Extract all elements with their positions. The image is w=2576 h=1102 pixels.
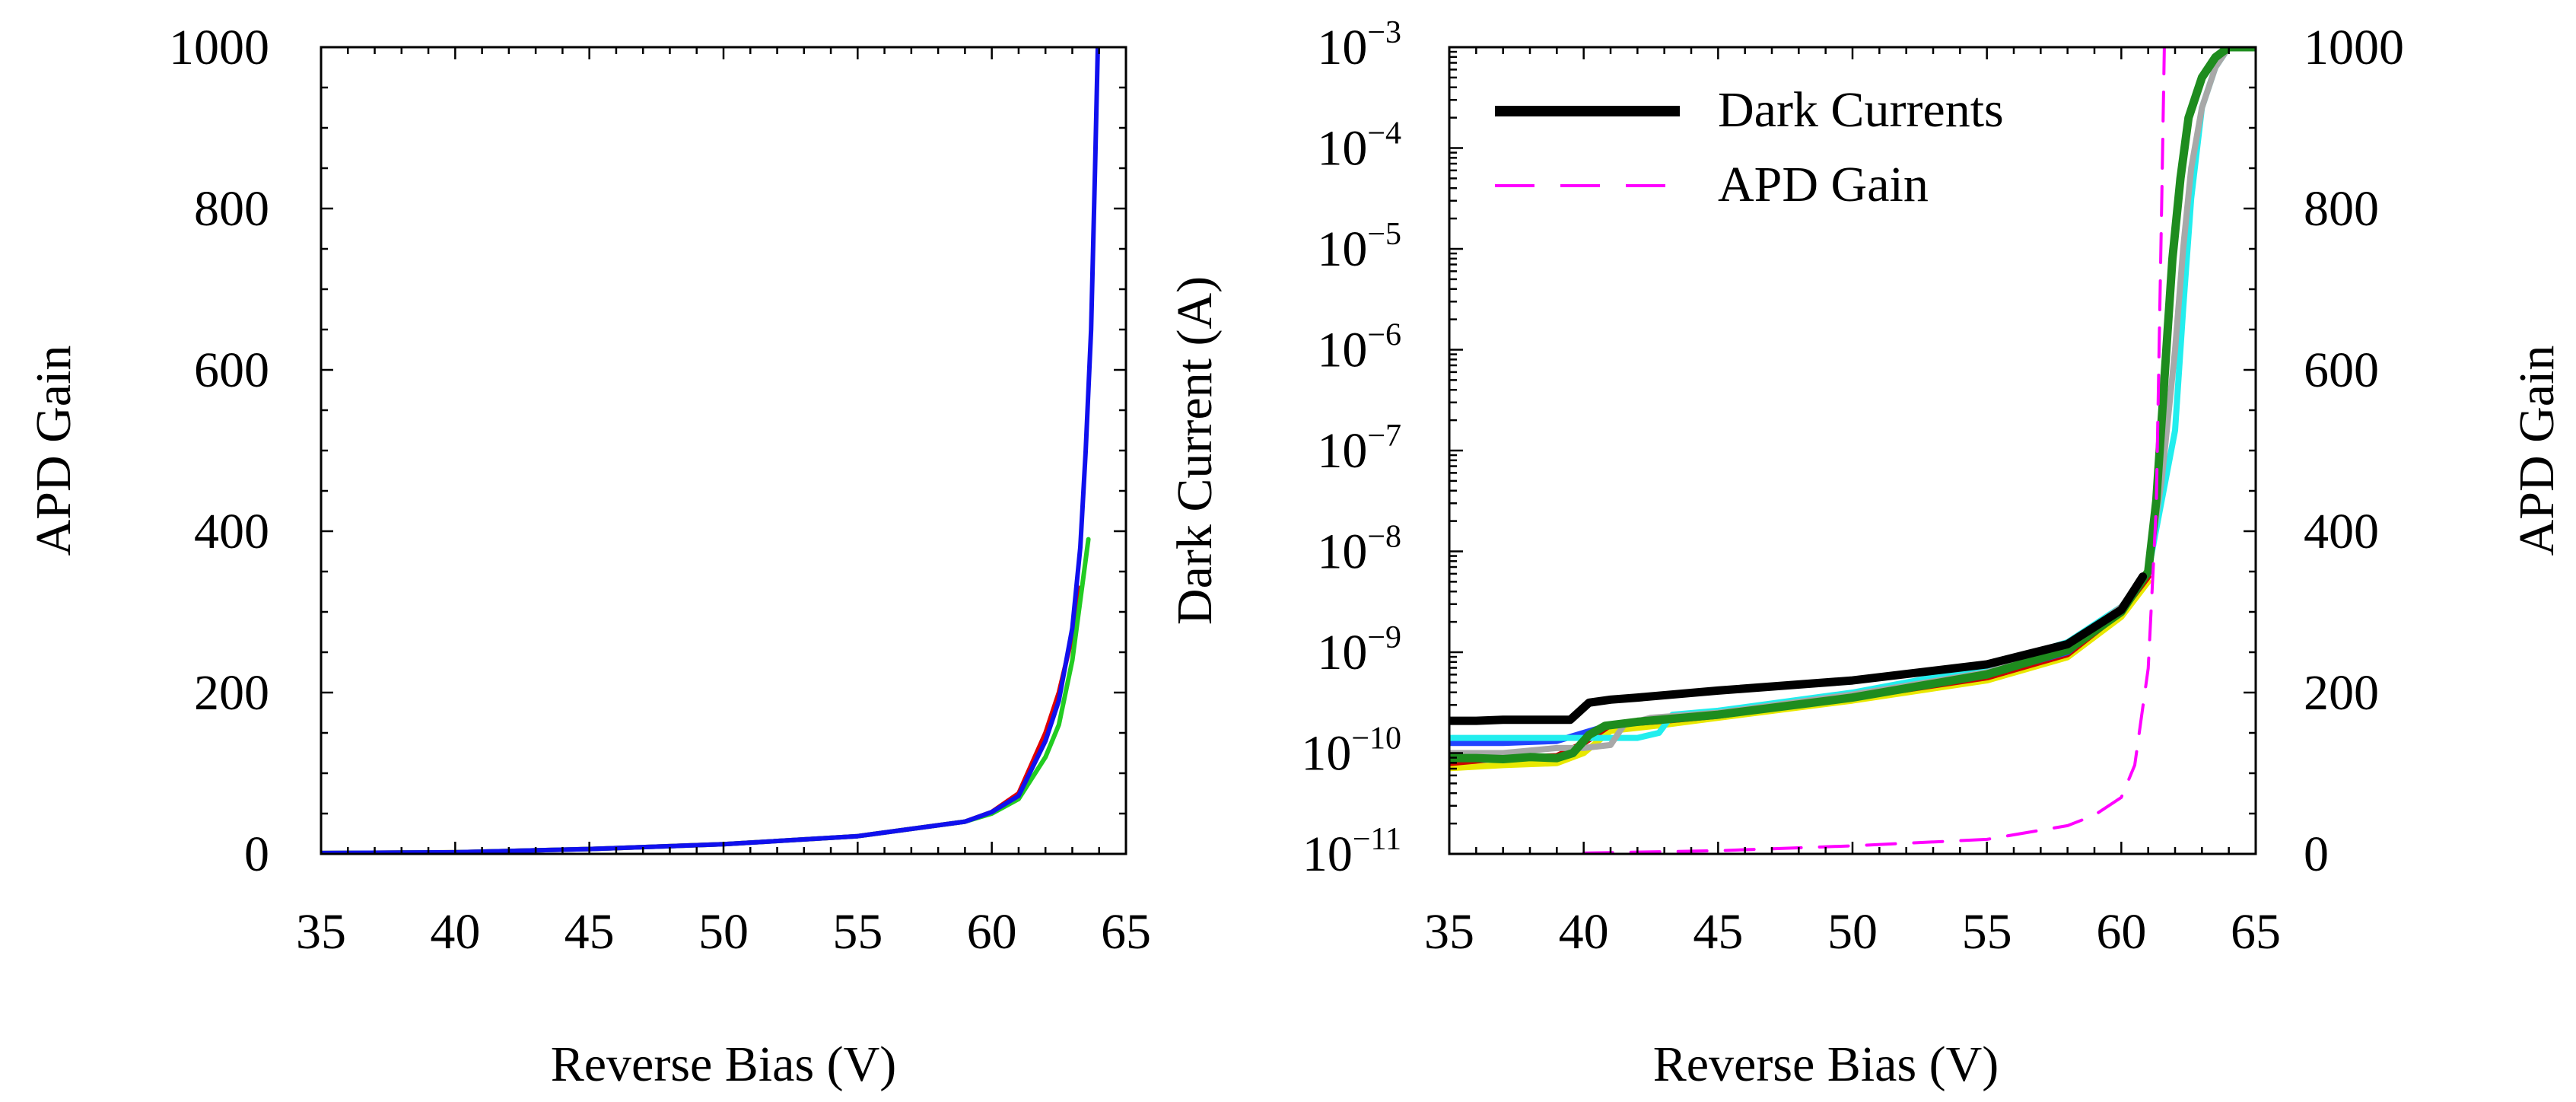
right-x-axis-title: Reverse Bias (V)	[1653, 1037, 1999, 1092]
right-series-group	[1449, 47, 2256, 854]
legend-label-dark-currents: Dark Currents	[1718, 82, 2004, 138]
left-series-group	[321, 47, 1100, 854]
y2-tick-label: 1000	[2304, 20, 2404, 75]
right-legend: Dark Currents APD Gain	[1495, 82, 2004, 212]
x-tick-label: 50	[1827, 904, 1878, 960]
left-chart-panel: 35 40 45 50 55 60 65 0 200 400 600 800 1000 Reverse…	[26, 20, 1151, 1092]
right-y-log-tick-labels: 10−11 10−10 10−9 10−8 10−7 10−6 10−5 10−4 10−3	[1301, 15, 1401, 882]
left-x-axis-title: Reverse Bias (V)	[551, 1037, 897, 1092]
y2-tick-label: 800	[2304, 181, 2379, 237]
right-y2-tick-labels: 0 200 400 600 800 1000	[2304, 20, 2404, 882]
left-y-axis-title: APD Gain	[26, 346, 81, 556]
series-line-gray	[1449, 47, 2256, 756]
y2-tick-label: 400	[2304, 504, 2379, 559]
y-log-tick-label: 10−11	[1302, 822, 1401, 882]
y-tick-label: 200	[194, 665, 269, 721]
x-tick-label: 45	[564, 904, 615, 960]
left-ticks	[320, 46, 1127, 855]
x-tick-label: 35	[296, 904, 346, 960]
series-line-device-green	[321, 537, 1091, 854]
series-line-green	[1449, 47, 2256, 763]
x-tick-label: 45	[1693, 904, 1743, 960]
x-tick-label: 60	[967, 904, 1017, 960]
y-tick-label: 800	[194, 181, 269, 237]
x-tick-label: 55	[832, 904, 883, 960]
y-log-tick-label: 10−4	[1317, 116, 1401, 177]
x-tick-label: 55	[1962, 904, 2012, 960]
y-log-tick-label: 10−5	[1317, 217, 1401, 277]
right-plot-frame	[1448, 46, 2257, 855]
right-chart-panel: 35 40 45 50 55 60 65 10−1110−1010−910−810−710−…	[1167, 15, 2565, 1092]
x-tick-label: 60	[2096, 904, 2146, 960]
x-tick-label: 35	[1424, 904, 1474, 960]
series-line-black	[1449, 572, 2148, 725]
y-tick-label: 400	[194, 504, 269, 559]
y-tick-label: 0	[244, 826, 269, 882]
y-log-tick-label: 10−3	[1317, 15, 1401, 75]
y-log-tick-label: 10−6	[1317, 318, 1401, 378]
y-log-tick-label: 10−8	[1317, 520, 1401, 580]
right-x-tick-labels: 35 40 45 50 55 60 65	[1424, 904, 2281, 960]
x-tick-label: 65	[1101, 904, 1151, 960]
x-tick-label: 40	[1559, 904, 1609, 960]
series-line-apd-gain	[1582, 47, 2166, 854]
x-tick-label: 40	[430, 904, 480, 960]
y-log-tick-label: 10−7	[1317, 419, 1401, 479]
x-tick-label: 65	[2231, 904, 2281, 960]
y-log-tick-label: 10−10	[1301, 721, 1401, 782]
legend-label-apd-gain: APD Gain	[1718, 157, 1929, 212]
series-line-device-blue	[321, 47, 1100, 854]
right-y-axis-title: Dark Current (A)	[1167, 276, 1223, 625]
series-line-device-red	[321, 585, 1083, 854]
y2-tick-label: 200	[2304, 665, 2379, 721]
y2-tick-label: 0	[2304, 826, 2329, 882]
right-y2-axis-title: APD Gain	[2509, 346, 2565, 556]
x-tick-label: 50	[698, 904, 749, 960]
y-tick-label: 600	[194, 342, 269, 398]
left-y-tick-labels: 0 200 400 600 800 1000	[169, 20, 269, 882]
series-line-cyan	[1449, 47, 2256, 741]
left-x-tick-labels: 35 40 45 50 55 60 65	[296, 904, 1151, 960]
y2-tick-label: 600	[2304, 342, 2379, 398]
y-tick-label: 1000	[169, 20, 269, 75]
left-plot-frame	[320, 46, 1127, 855]
y-log-tick-label: 10−9	[1317, 620, 1401, 680]
